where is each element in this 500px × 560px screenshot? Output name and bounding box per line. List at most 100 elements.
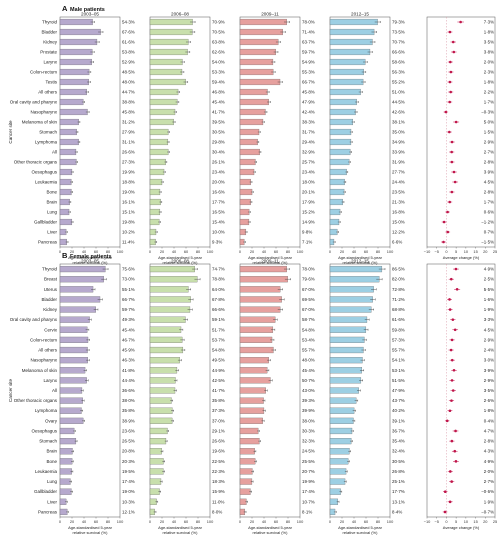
panel-letter: B xyxy=(62,251,68,260)
period-title: 2012–15 xyxy=(351,12,369,17)
survival-bar xyxy=(239,377,271,384)
change-label: −1·2% xyxy=(481,220,494,225)
survival-bar xyxy=(239,306,281,313)
survival-bar xyxy=(149,387,176,394)
change-point xyxy=(450,150,453,154)
change-point xyxy=(450,190,454,194)
change-label: 2·8% xyxy=(484,190,494,195)
tick-label: 60 xyxy=(274,249,279,254)
tick-label: 100 xyxy=(207,519,214,524)
site-label: Colon-rectum xyxy=(30,337,57,342)
change-label: 2·8% xyxy=(484,160,494,165)
value-label: 31·2% xyxy=(122,120,135,125)
change-label: 1·6% xyxy=(484,297,494,302)
change-label: 2·9% xyxy=(484,337,494,342)
survival-bar xyxy=(59,198,70,206)
change-label: 4·9% xyxy=(484,267,494,272)
value-label: 55·2% xyxy=(392,80,405,85)
change-point xyxy=(446,210,449,214)
survival-bar xyxy=(329,128,352,136)
x-axis-label: Age-standardised 5-year xyxy=(248,255,292,260)
tick-label: 20 xyxy=(483,519,488,524)
value-label: 8·1% xyxy=(302,509,312,514)
survival-bar xyxy=(59,68,90,76)
survival-bar xyxy=(329,397,357,404)
value-label: 49·3% xyxy=(122,317,135,322)
value-label: 22·3% xyxy=(212,469,225,474)
change-label: 3·0% xyxy=(484,358,494,363)
survival-bar xyxy=(239,208,250,216)
survival-bar xyxy=(149,148,169,156)
value-label: 48·0% xyxy=(122,80,135,85)
value-label: 17·4% xyxy=(122,479,135,484)
value-label: 31·9% xyxy=(392,160,405,165)
tick-label: 40 xyxy=(352,249,357,254)
change-point xyxy=(442,240,445,244)
survival-bar xyxy=(59,367,86,374)
value-label: 19·9% xyxy=(302,479,315,484)
site-label: Nasopharynx xyxy=(30,358,57,363)
site-label: Liver xyxy=(47,499,57,504)
survival-bar xyxy=(329,188,345,196)
tick-label: 20 xyxy=(160,249,165,254)
value-label: 54·1% xyxy=(392,358,405,363)
survival-bar xyxy=(149,417,173,424)
site-label: Lung xyxy=(47,210,58,215)
value-label: 27·3% xyxy=(122,160,135,165)
value-label: 9·3% xyxy=(212,240,222,245)
value-label: 37·0% xyxy=(212,418,225,423)
survival-bar xyxy=(329,346,364,354)
change-point xyxy=(450,439,454,443)
tick-label: 40 xyxy=(82,519,87,524)
survival-bar xyxy=(59,387,83,394)
change-label: 5·5% xyxy=(484,287,494,292)
site-label: Testis xyxy=(45,80,57,85)
survival-bar xyxy=(329,286,374,293)
survival-bar xyxy=(239,427,259,435)
value-label: 20·1% xyxy=(302,190,315,195)
change-label: 1·8% xyxy=(484,408,494,413)
survival-bar xyxy=(239,158,256,166)
change-point xyxy=(448,308,452,311)
survival-bar xyxy=(149,346,184,354)
value-label: 53·3% xyxy=(212,70,225,75)
site-label: Uterus xyxy=(44,287,58,292)
survival-bar xyxy=(329,58,366,66)
change-label: −0·6% xyxy=(481,489,494,494)
change-label: 2·8% xyxy=(484,439,494,444)
survival-bar xyxy=(329,78,364,86)
survival-bar xyxy=(239,448,255,455)
value-label: 57·3% xyxy=(392,337,405,342)
tick-label: 0 xyxy=(239,249,242,254)
value-label: 67·6% xyxy=(122,30,135,35)
site-label: All xyxy=(52,388,57,393)
tick-label: 80 xyxy=(106,249,111,254)
survival-bar xyxy=(59,417,84,424)
value-label: 67·8% xyxy=(212,297,225,302)
survival-bar xyxy=(59,58,92,66)
value-label: 62·6% xyxy=(212,50,225,55)
value-label: 74·7% xyxy=(212,267,225,272)
survival-bar xyxy=(239,286,281,293)
change-label: 1·9% xyxy=(484,307,494,312)
survival-bar xyxy=(59,265,106,273)
value-label: 22·5% xyxy=(212,459,225,464)
value-label: 35·8% xyxy=(212,398,225,403)
value-label: 54·8% xyxy=(212,348,225,353)
x-axis-label: Age-standardised 5-year xyxy=(158,255,202,260)
value-label: 59·7% xyxy=(302,50,315,55)
survival-bar xyxy=(329,367,363,374)
change-point xyxy=(448,500,452,504)
value-label: 39·5% xyxy=(212,120,225,125)
tick-label: −5 xyxy=(434,519,438,524)
change-point xyxy=(449,70,453,74)
value-label: 18·8% xyxy=(122,180,135,185)
survival-bar xyxy=(59,336,89,343)
change-label: 2·2% xyxy=(484,90,494,95)
survival-bar xyxy=(59,138,79,146)
value-label: 30·5% xyxy=(392,459,405,464)
tick-label: 5 xyxy=(455,519,457,524)
tick-label: −10 xyxy=(424,519,431,524)
change-point xyxy=(448,30,452,34)
value-label: 18·0% xyxy=(302,180,315,185)
